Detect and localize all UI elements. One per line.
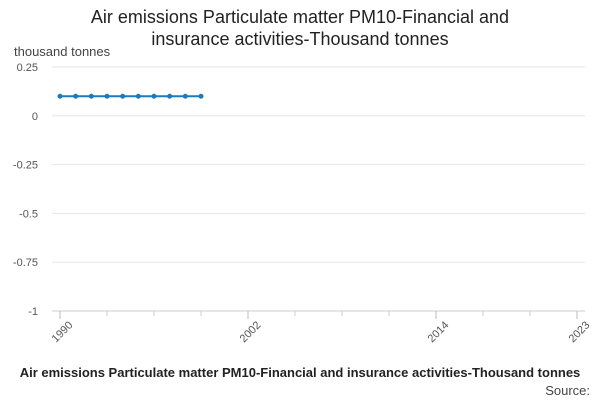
- y-tick-label: 0.25: [17, 62, 38, 74]
- data-point[interactable]: [182, 93, 188, 99]
- x-tick-label: 2023: [567, 319, 593, 345]
- x-tick-label: 1990: [50, 319, 76, 345]
- series-layer: [57, 93, 204, 99]
- y-tick-label: -0.75: [13, 257, 38, 269]
- legend-series-label: Air emissions Particulate matter PM10-Fi…: [19, 365, 581, 380]
- data-point[interactable]: [198, 93, 204, 99]
- x-tick-label: 2014: [426, 319, 452, 345]
- data-point[interactable]: [73, 93, 79, 99]
- y-tick-label: 0: [32, 111, 38, 123]
- data-point[interactable]: [104, 93, 110, 99]
- x-axis: 1990 2002 2014 2023: [50, 310, 593, 345]
- data-point[interactable]: [135, 93, 141, 99]
- x-tick-label: 2002: [238, 319, 264, 345]
- y-axis-label: thousand tonnes: [14, 44, 111, 59]
- data-point[interactable]: [151, 93, 157, 99]
- data-point[interactable]: [57, 93, 63, 99]
- y-tick-label: -0.25: [13, 160, 38, 172]
- data-point[interactable]: [167, 93, 173, 99]
- chart-title-line-1: Air emissions Particulate matter PM10-Fi…: [90, 7, 510, 27]
- source-label: Source:: [545, 383, 590, 398]
- y-tick-label: -1: [28, 306, 38, 318]
- data-point[interactable]: [120, 93, 126, 99]
- y-tick-label: -0.5: [19, 208, 38, 220]
- chart-title-line-2: insurance activities-Thousand tonnes: [151, 29, 449, 49]
- gridlines: [52, 66, 585, 312]
- y-axis: 0.25 0 -0.25 -0.5 -0.75 -1: [13, 62, 38, 318]
- chart-title: Air emissions Particulate matter PM10-Fi…: [0, 6, 600, 50]
- data-point[interactable]: [88, 93, 94, 99]
